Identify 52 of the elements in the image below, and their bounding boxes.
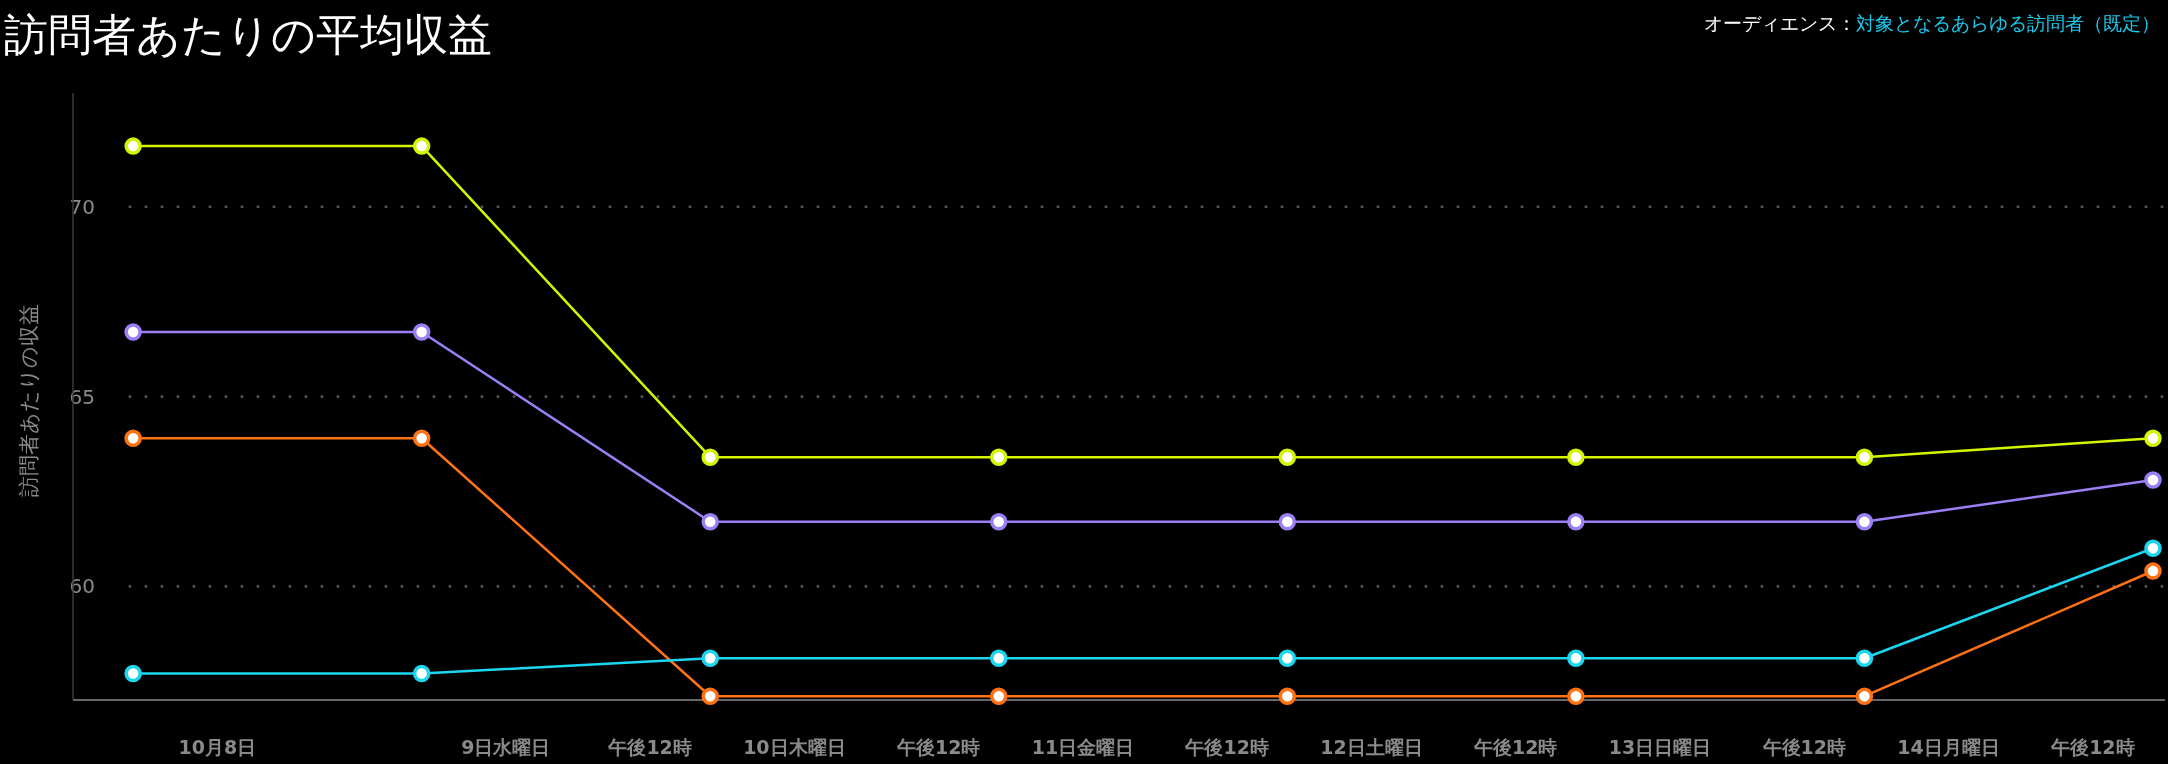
text: 対象となるあらゆる訪問者（既定） (1856, 12, 2160, 34)
x-tick-label: 13日日曜日 (1608, 736, 1712, 758)
x-tick-label: 11日金曜日 (1031, 736, 1135, 758)
point (2144, 562, 2162, 580)
point (124, 429, 142, 447)
x-tick-label: 9日水曜日 (461, 736, 551, 758)
point (124, 137, 142, 155)
point (701, 649, 719, 668)
x-tick-label: 午後12時 (1184, 736, 1269, 758)
point (124, 323, 142, 341)
x-tick-label: 午後12時 (895, 736, 981, 758)
point (1278, 649, 1297, 668)
point (990, 687, 1008, 705)
x-tick-label: 10日木曜日 (743, 736, 846, 758)
y-tick-label: 65 (69, 384, 95, 409)
y-axis-title: 訪問者あたりの収益 (17, 304, 41, 497)
x-tick-label: 10月8日 (178, 736, 257, 758)
point (1567, 649, 1585, 668)
x-tick-label: 午後12時 (1473, 736, 1558, 758)
point (412, 323, 431, 341)
point (1278, 687, 1297, 705)
point (412, 664, 431, 683)
point (2144, 429, 2162, 447)
point (412, 137, 431, 155)
point (1278, 512, 1297, 531)
point (1567, 448, 1585, 466)
point (1567, 512, 1585, 531)
x-tick-label: 午後12時 (1761, 736, 1847, 758)
point (990, 649, 1008, 668)
x-tick-label: 午後12時 (607, 736, 692, 758)
point (990, 512, 1008, 531)
point (1567, 687, 1585, 705)
point (701, 687, 719, 705)
point (990, 448, 1008, 466)
x-tick-label: 午後12時 (2050, 736, 2135, 758)
point (2144, 471, 2162, 489)
x-tick-label: 12日土曜日 (1320, 736, 1423, 758)
point (1855, 649, 1874, 668)
point (1855, 687, 1874, 705)
point (124, 664, 142, 683)
point (701, 512, 719, 531)
y-tick-label: 70 (69, 194, 95, 219)
point (1855, 448, 1874, 466)
chart-title: 訪問者あたりの平均収益 (4, 9, 492, 60)
point (701, 448, 719, 466)
x-tick-label: 14日月曜日 (1897, 736, 2000, 758)
point (412, 429, 431, 447)
point (2144, 539, 2162, 557)
chart-subtitle: オーディエンス： (1704, 12, 1856, 34)
point (1278, 448, 1297, 466)
y-tick-label: 60 (69, 574, 95, 599)
point (1855, 512, 1874, 531)
